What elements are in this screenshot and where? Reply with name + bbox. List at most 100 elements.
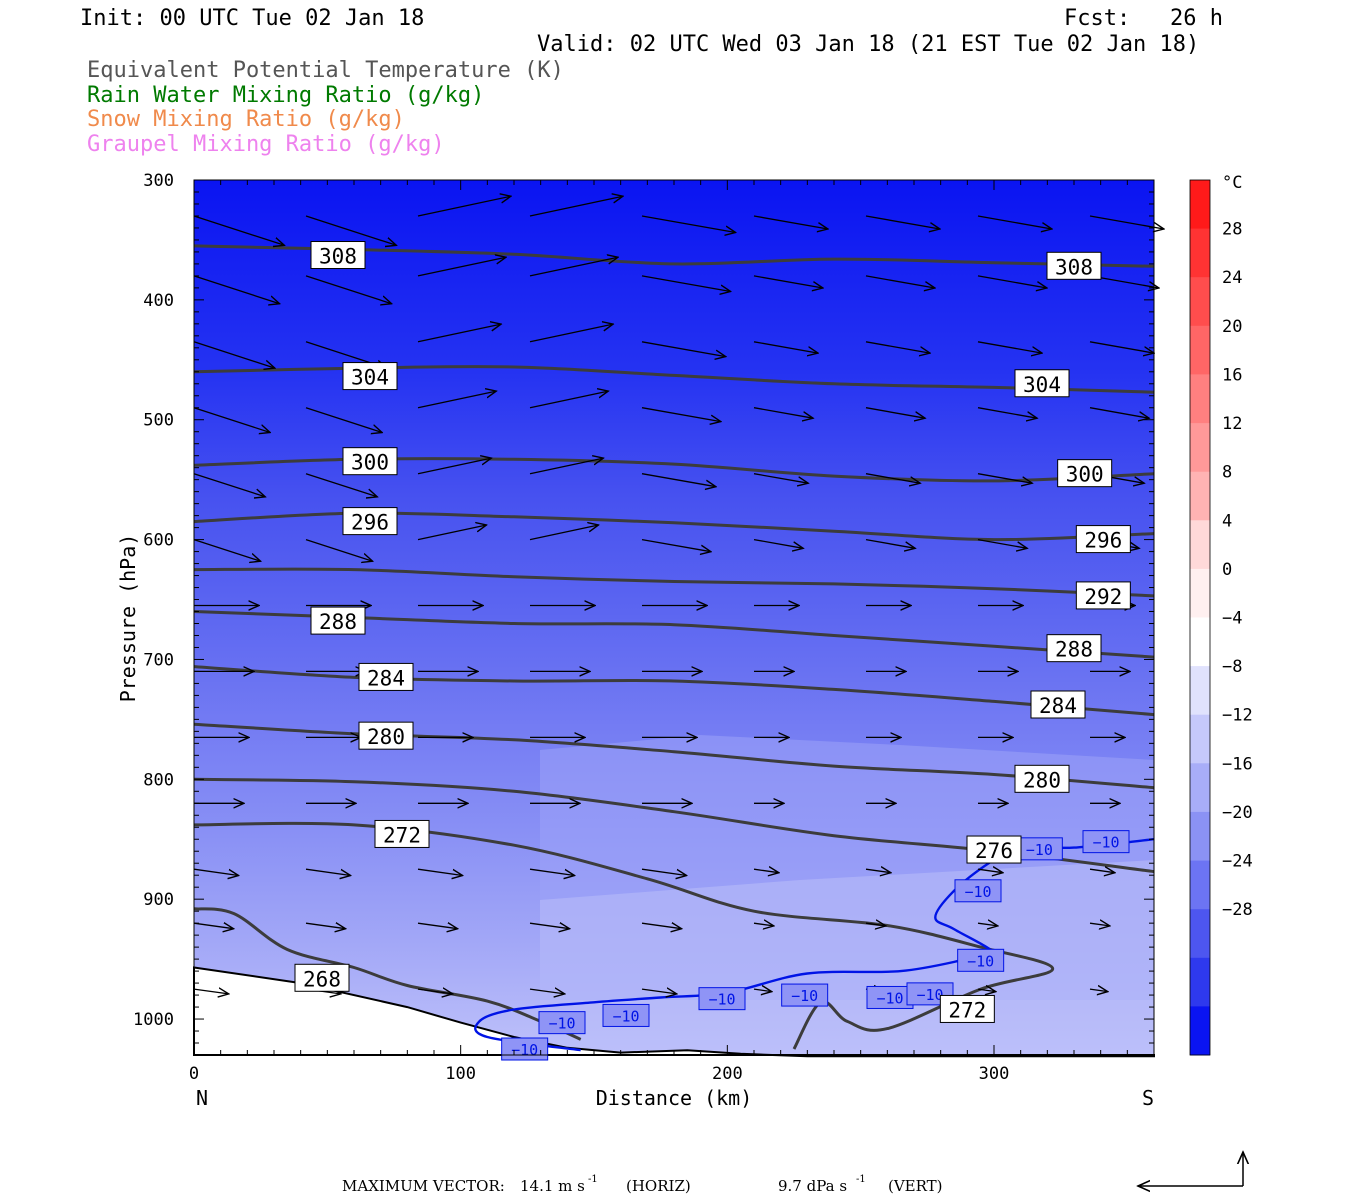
- isotherm-label-box: [1082, 830, 1130, 854]
- wind-vector: [1089, 407, 1149, 419]
- wind-vector: [193, 473, 265, 497]
- wind-vector: [753, 989, 772, 992]
- colorbar-label: 20: [1222, 317, 1242, 337]
- colorbar-swatch: [1190, 520, 1210, 570]
- theta-e-label-box: [939, 994, 995, 1023]
- wind-vector: [529, 391, 608, 409]
- y-tick-label: 500: [143, 411, 174, 431]
- colorbar-label: 16: [1222, 365, 1242, 385]
- theta-e-label-304: 304: [1014, 369, 1070, 398]
- theta-e-label-284: 284: [1030, 690, 1086, 719]
- colorbar-swatch: [1190, 957, 1210, 1007]
- colorbar-label: 4: [1222, 511, 1232, 531]
- colorbar-swatch: [1190, 909, 1210, 959]
- theta-e-label-box: [342, 447, 398, 476]
- colorbar-swatch: [1190, 568, 1210, 618]
- wind-vector: [977, 341, 1042, 353]
- wind-vector: [641, 538, 711, 552]
- wind-vector: [417, 324, 501, 343]
- wind-vector: [305, 923, 346, 929]
- theta-e-label-box: [310, 241, 366, 270]
- colorbar-swatch: [1190, 763, 1210, 813]
- wind-vector: [641, 923, 682, 929]
- wind-vector: [753, 923, 774, 926]
- y-tick-label: 600: [143, 531, 174, 551]
- theta-e-label-296: 296: [342, 507, 398, 536]
- isotherm-label-text: −10: [548, 1015, 575, 1033]
- theta-e-label-296: 296: [1075, 525, 1131, 554]
- wind-vector: [977, 538, 1027, 549]
- x-tick-label: 0: [189, 1064, 199, 1084]
- wind-vector: [977, 869, 1003, 873]
- theta-e-label-text: 280: [1023, 768, 1061, 792]
- init-time: Init: 00 UTC Tue 02 Jan 18: [80, 6, 424, 31]
- theta-e-label-text: 300: [1066, 463, 1104, 487]
- colorbar-label: −24: [1222, 852, 1253, 872]
- wind-vector: [753, 473, 808, 484]
- max-vector-label: MAXIMUM VECTOR:: [342, 1177, 505, 1195]
- wind-vector: [305, 215, 396, 245]
- y-tick-label: 900: [143, 890, 174, 910]
- colorbar-label: 0: [1222, 560, 1232, 580]
- wind-vector: [305, 868, 351, 875]
- theta-e-label-272: 272: [939, 994, 995, 1023]
- theta-e-contour-292: [193, 567, 1155, 598]
- theta-e-contour-272: [193, 821, 1055, 1050]
- wind-vector: [641, 275, 731, 292]
- theta-e-label-text: 276: [975, 839, 1013, 863]
- wind-vector: [865, 869, 891, 873]
- wind-vector: [1089, 869, 1115, 873]
- colorbar-label: 8: [1222, 463, 1232, 483]
- colorbar-label: −28: [1222, 900, 1253, 920]
- x-axis: 0 100 200 300: [189, 180, 1155, 1084]
- theta-e-label-box: [1075, 525, 1131, 554]
- wind-vector: [865, 215, 940, 229]
- colorbar-swatch: [1190, 374, 1210, 424]
- isotherm-label: −10: [1082, 830, 1130, 854]
- wind-vector: [305, 275, 392, 304]
- wind-vector: [865, 341, 930, 353]
- colorbar-label: 12: [1222, 414, 1242, 434]
- wind-vector: [417, 923, 458, 929]
- theta-e-label-284: 284: [358, 662, 414, 691]
- theta-e-label-box: [1030, 690, 1086, 719]
- theta-e-label-box: [1046, 634, 1102, 663]
- wind-vector: [305, 473, 377, 497]
- theta-e-label-300: 300: [1057, 459, 1113, 488]
- colorbar-swatch: [1190, 714, 1210, 764]
- isotherm-label: −10: [954, 879, 1002, 903]
- wind-vector: [865, 275, 935, 288]
- isotherm-label-text: −10: [1092, 834, 1119, 852]
- wind-vector: [529, 324, 613, 343]
- wind-vector: [305, 538, 373, 562]
- isotherm-label-text: −10: [511, 1041, 538, 1059]
- colorbar-label: −12: [1222, 706, 1253, 726]
- wind-vector: [641, 407, 721, 422]
- max-horiz-value: 14.1 m s: [520, 1177, 585, 1195]
- wind-vector: [641, 341, 726, 357]
- isotherm-label-box: [781, 983, 829, 1007]
- colorbar-label: 28: [1222, 220, 1242, 240]
- theta-e-label-308: 308: [310, 241, 366, 270]
- wind-vector: [193, 538, 261, 562]
- theta-e-label-text: 300: [351, 451, 389, 475]
- wind-vector: [753, 275, 823, 288]
- wind-vector: [641, 989, 677, 994]
- theta-e-label-276: 276: [966, 835, 1022, 864]
- wind-vector: [1089, 215, 1164, 229]
- theta-e-label-text: 296: [1084, 529, 1122, 553]
- isotherm-label-text: −10: [916, 986, 943, 1004]
- theta-e-label-268: 268: [294, 963, 350, 992]
- theta-e-label-304: 304: [342, 362, 398, 391]
- theta-e-label-280: 280: [1014, 764, 1070, 793]
- isotherm-label-box: [698, 987, 746, 1011]
- x-end-label-north: N: [196, 1086, 208, 1110]
- colorbar-label: −20: [1222, 803, 1253, 823]
- wind-vector: [529, 525, 599, 541]
- wind-vector: [977, 923, 998, 926]
- wind-vector: [305, 407, 382, 433]
- theta-e-label-308: 308: [1046, 251, 1102, 280]
- wind-vector: [529, 923, 570, 929]
- theta-e-label-text: 288: [319, 610, 357, 634]
